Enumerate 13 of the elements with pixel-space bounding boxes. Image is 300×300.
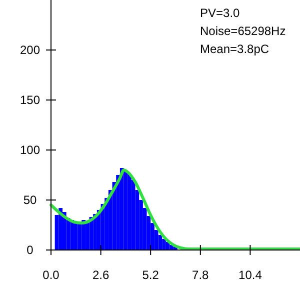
annotation: Mean=3.8pC [200,42,270,56]
x-tick-label: 10.4 [238,268,262,282]
y-tick-label: 0 [26,243,34,258]
y-tick-label: 100 [20,143,40,158]
annotation: Noise=65298Hz [200,24,286,38]
x-tick-label: 0.0 [42,268,60,282]
y-tick-label: 50 [23,193,37,208]
annotation: PV=3.0 [200,6,240,20]
y-tick-label: 150 [20,93,40,108]
x-tick-label: 5.2 [142,268,160,282]
x-tick-label: 7.8 [192,268,210,282]
x-tick-label: 2.6 [92,268,110,282]
y-tick-label: 200 [20,43,40,58]
